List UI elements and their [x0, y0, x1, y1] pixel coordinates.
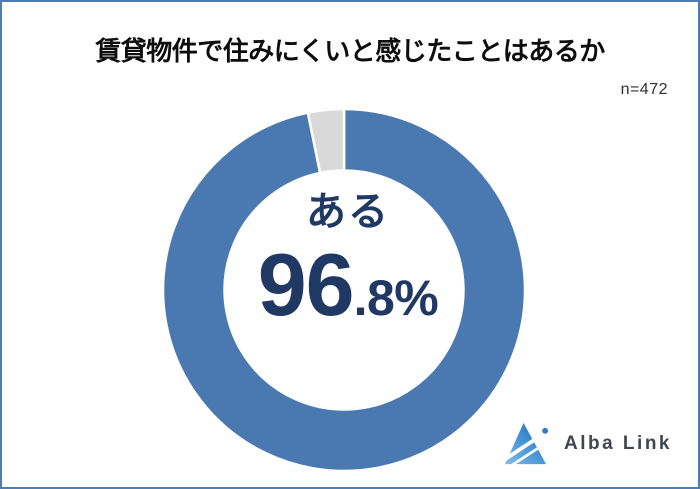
donut-slice-other	[306, 107, 346, 175]
center-value-big: 96	[257, 235, 355, 334]
sample-size-label: n=472	[620, 81, 668, 98]
alba-link-logo-icon	[502, 422, 549, 467]
chart-title: 賃貸物件で住みにくいと感じたことはあるか	[95, 36, 605, 66]
logo-dot	[542, 427, 549, 434]
logo-text: Alba Link	[563, 432, 672, 454]
center-category-label: ある	[306, 190, 390, 234]
center-value-label: 96.8%	[258, 241, 439, 349]
logo-swoosh-1	[502, 433, 542, 462]
center-value-small: .8%	[353, 270, 439, 326]
alba-link-logo: Alba Link	[502, 420, 672, 467]
donut-slice-ある	[161, 107, 527, 473]
donut-center-label: ある 96.8%	[258, 191, 439, 349]
logo-swoosh-2	[508, 443, 545, 467]
